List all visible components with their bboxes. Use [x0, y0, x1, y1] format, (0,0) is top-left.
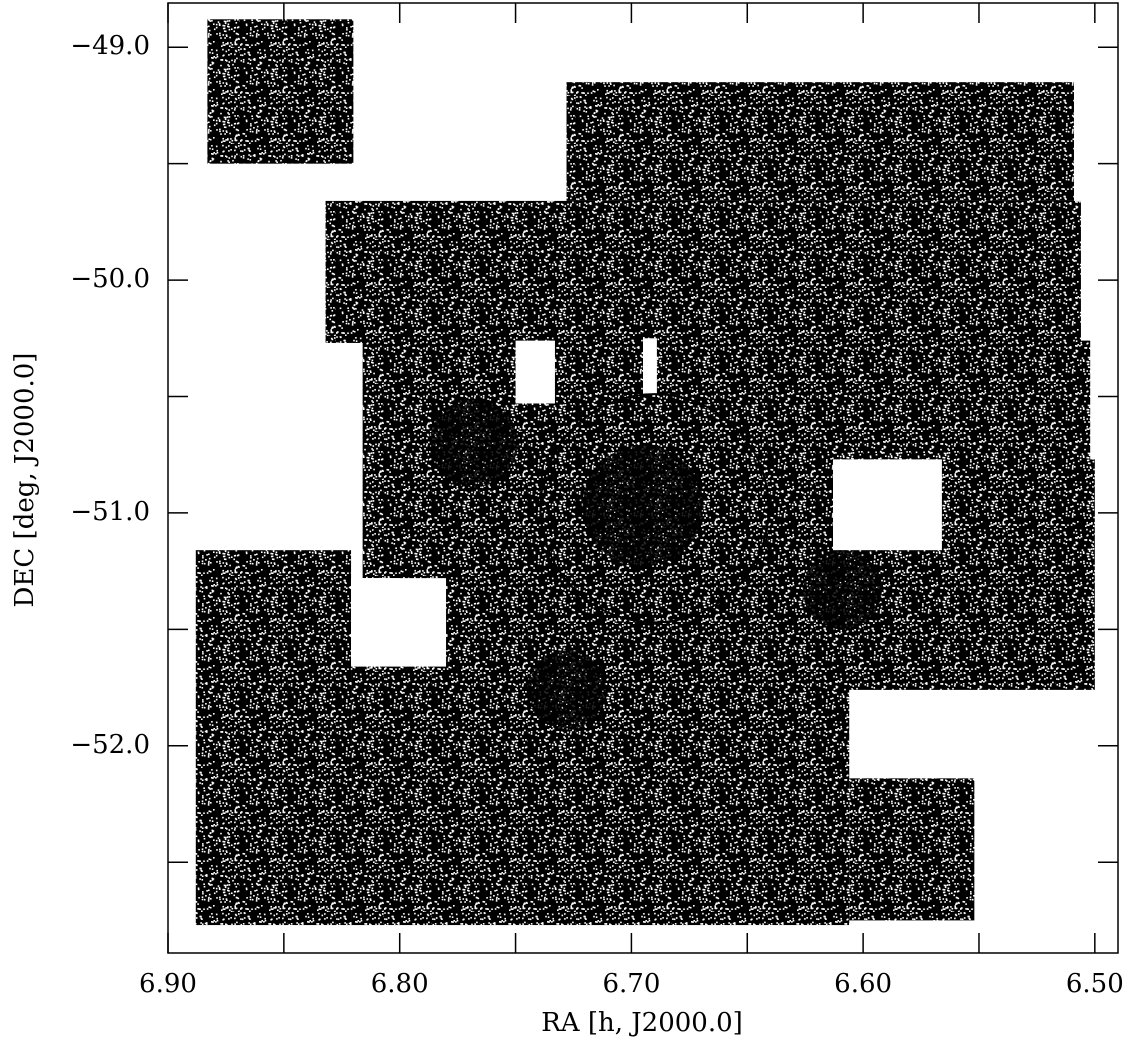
gap — [515, 340, 555, 404]
x-tick-label: 6.50 — [1066, 969, 1124, 999]
x-tick-label: 6.60 — [834, 969, 892, 999]
y-tick-label: −52.0 — [70, 730, 150, 760]
cluster — [802, 550, 882, 630]
gap — [643, 338, 657, 395]
y-axis-label: DEC [deg, J2000.0] — [10, 353, 40, 608]
gap — [833, 459, 942, 551]
y-tick-label: −49.0 — [70, 31, 150, 61]
x-tick-label: 6.80 — [371, 969, 429, 999]
field — [195, 550, 352, 926]
ring — [539, 393, 770, 624]
gap — [351, 578, 447, 667]
x-tick-label: 6.90 — [139, 969, 197, 999]
field — [399, 578, 850, 667]
field — [566, 82, 1074, 201]
field — [849, 778, 975, 921]
y-tick-label: −50.0 — [70, 264, 150, 294]
plot-frame — [167, 2, 1119, 954]
cluster — [526, 650, 607, 730]
field — [207, 19, 354, 164]
field — [325, 200, 1081, 343]
cluster — [582, 445, 704, 567]
x-tick-label: 6.70 — [602, 969, 660, 999]
x-axis-label: RA [h, J2000.0] — [541, 1008, 743, 1038]
cluster — [429, 398, 519, 488]
y-tick-label: −51.0 — [70, 497, 150, 527]
